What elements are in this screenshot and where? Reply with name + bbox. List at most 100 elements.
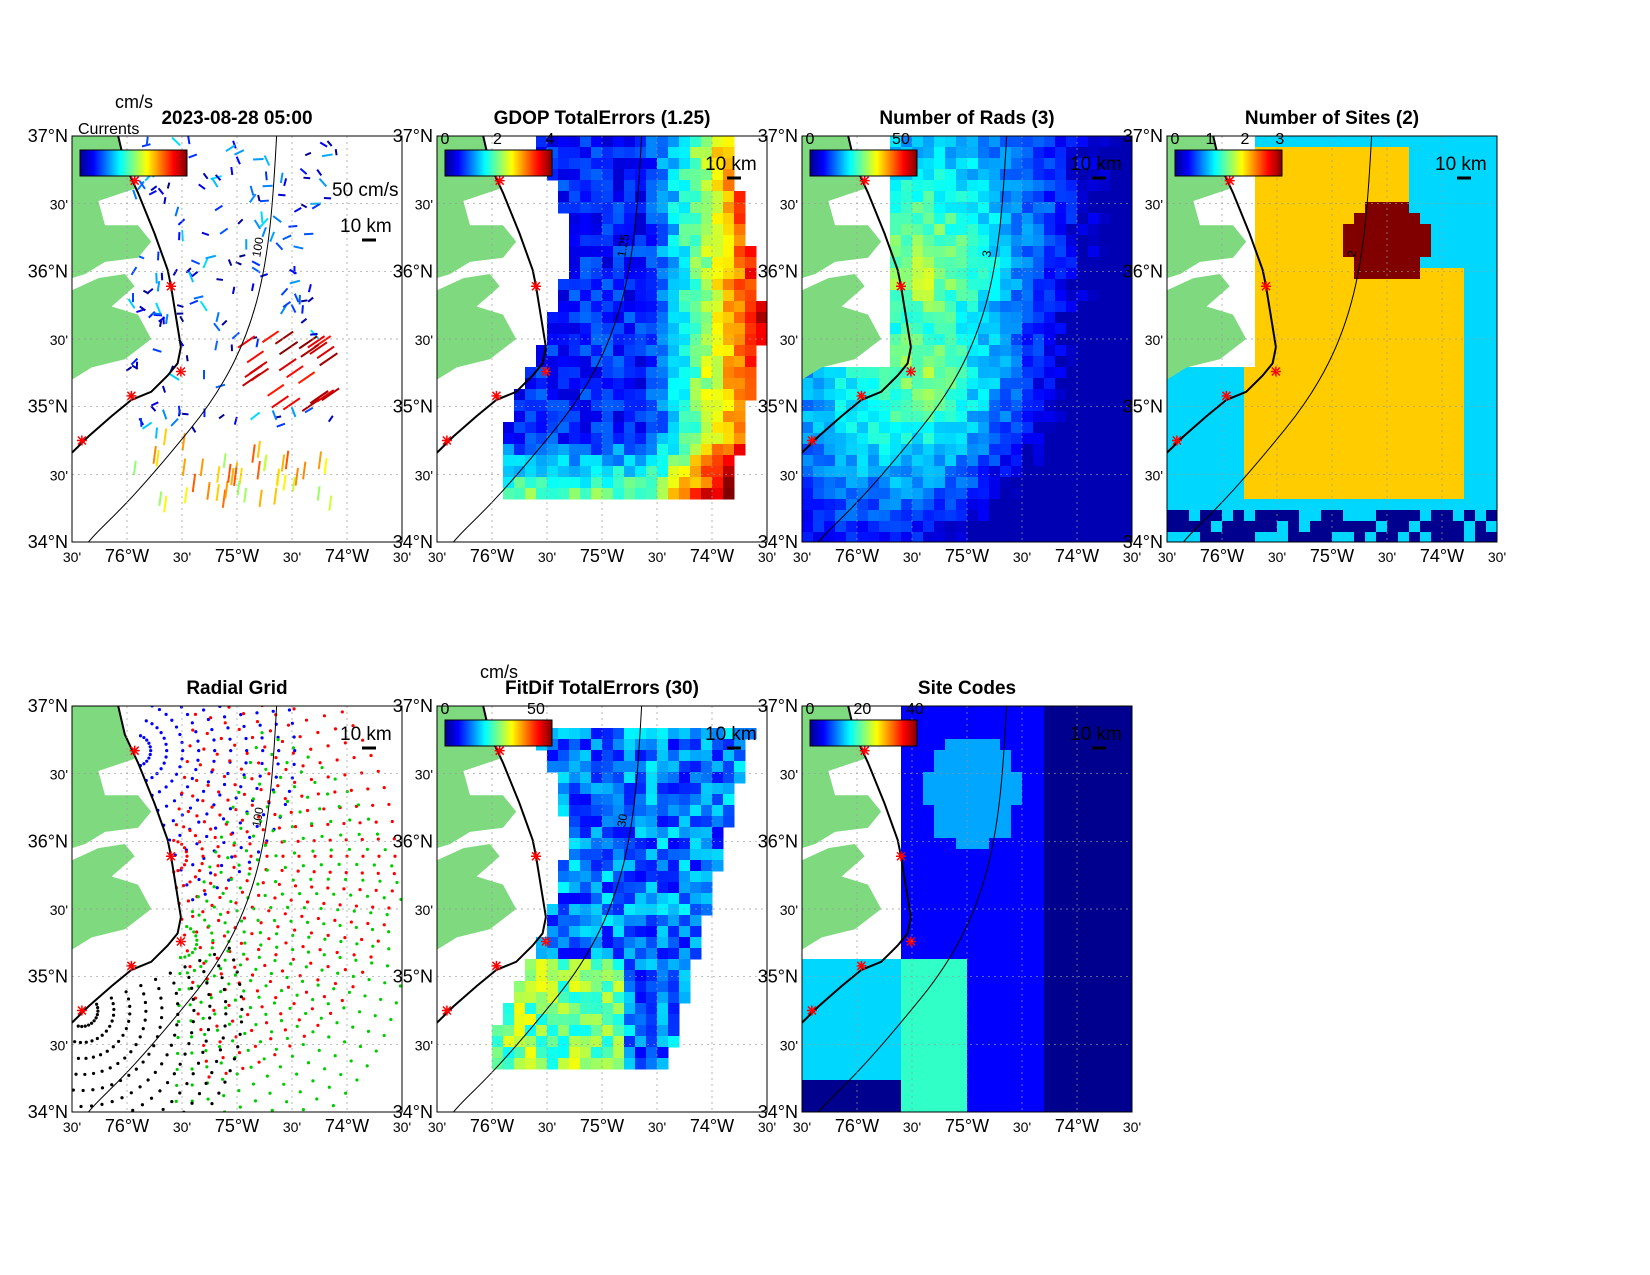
grid-cell xyxy=(1044,367,1056,379)
grid-cell xyxy=(835,389,847,401)
grid-cell xyxy=(1189,433,1201,445)
grid-cell xyxy=(978,180,990,192)
current-vector xyxy=(282,474,287,491)
radial-grid-point xyxy=(254,665,257,668)
grid-cell xyxy=(1099,433,1111,445)
grid-cell xyxy=(525,1036,537,1048)
grid-cell xyxy=(1088,191,1100,203)
lon-tick-label: 74°W xyxy=(1055,546,1099,566)
radial-grid-point xyxy=(134,1067,138,1071)
radial-grid-point xyxy=(302,906,306,910)
grid-cell xyxy=(602,400,614,412)
radial-grid-point xyxy=(239,826,243,830)
grid-cell xyxy=(1354,455,1366,467)
grid-cell xyxy=(923,290,935,302)
grid-cell xyxy=(1299,136,1311,148)
grid-cell xyxy=(569,158,581,170)
grid-cell xyxy=(1486,455,1497,467)
radial-grid-point xyxy=(206,1028,211,1032)
grid-cell xyxy=(1420,433,1432,445)
grid-cell xyxy=(1277,312,1289,324)
radial-grid-point xyxy=(323,937,327,941)
radial-grid-point xyxy=(280,868,284,873)
grid-cell xyxy=(1464,268,1476,280)
grid-cell xyxy=(1066,805,1078,817)
radial-grid-point xyxy=(232,958,236,962)
grid-cell xyxy=(890,191,902,203)
grid-cell xyxy=(602,378,614,390)
grid-cell xyxy=(989,805,1001,817)
grid-cell xyxy=(558,301,570,313)
grid-cell xyxy=(1431,521,1443,533)
radial-grid-point xyxy=(312,870,316,874)
grid-cell xyxy=(934,224,946,236)
panel-title: Number of Rads (3) xyxy=(879,108,1054,129)
grid-cell xyxy=(1321,235,1333,247)
grid-cell xyxy=(1066,444,1078,456)
grid-cell xyxy=(1055,356,1067,368)
grid-cell xyxy=(934,739,946,751)
grid-cell xyxy=(1288,444,1300,456)
grid-cell xyxy=(1055,882,1067,894)
lat-tick-label: 37°N xyxy=(393,696,433,716)
grid-cell xyxy=(1442,301,1454,313)
grid-cell xyxy=(934,235,946,247)
grid-cell xyxy=(1486,510,1497,522)
radial-grid-point xyxy=(207,1130,210,1133)
grid-cell xyxy=(1288,136,1300,148)
grid-cell xyxy=(1099,783,1111,795)
grid-cell xyxy=(1464,532,1476,542)
radial-grid-point xyxy=(185,883,189,887)
current-vector xyxy=(290,406,297,418)
radial-grid-point xyxy=(288,665,291,668)
grid-cell xyxy=(1420,224,1432,236)
grid-cell xyxy=(591,838,603,850)
grid-cell xyxy=(679,948,691,960)
grid-cell xyxy=(624,761,636,773)
grid-cell xyxy=(1088,202,1100,214)
radial-grid-point xyxy=(44,1165,47,1168)
radial-grid-point xyxy=(198,763,202,767)
grid-cell xyxy=(613,169,625,181)
grid-cell xyxy=(1099,389,1111,401)
radial-grid-point xyxy=(264,1012,268,1017)
grid-cell xyxy=(657,1058,669,1070)
grid-cell xyxy=(967,849,979,861)
grid-cell xyxy=(1200,389,1212,401)
radial-grid-point xyxy=(106,1167,109,1170)
radial-grid-point xyxy=(387,906,391,910)
grid-cell xyxy=(1486,466,1497,478)
grid-cell xyxy=(1431,180,1443,192)
radial-grid-point xyxy=(285,799,290,804)
grid-cell xyxy=(967,728,979,740)
grid-cell xyxy=(1277,510,1289,522)
radial-grid-point xyxy=(274,932,279,936)
grid-cell xyxy=(1453,323,1465,335)
grid-cell xyxy=(1365,444,1377,456)
grid-cell xyxy=(1088,367,1100,379)
grid-cell xyxy=(613,1058,625,1070)
grid-cell xyxy=(912,488,924,500)
grid-cell xyxy=(613,805,625,817)
radial-grid-point xyxy=(227,982,231,986)
grid-cell xyxy=(1244,510,1256,522)
grid-cell xyxy=(1121,521,1132,533)
grid-cell xyxy=(923,893,935,905)
radial-grid-point xyxy=(210,1102,214,1106)
radial-grid-point xyxy=(202,641,205,644)
grid-cell xyxy=(945,191,957,203)
grid-cell xyxy=(1011,455,1023,467)
grid-cell xyxy=(813,466,825,478)
grid-cell xyxy=(569,981,581,993)
grid-cell xyxy=(635,948,647,960)
radial-grid-point xyxy=(335,758,339,762)
grid-cell xyxy=(580,367,592,379)
grid-cell xyxy=(978,411,990,423)
grid-cell xyxy=(1077,444,1089,456)
grid-cell xyxy=(1011,761,1023,773)
grid-cell xyxy=(1022,334,1034,346)
grid-cell xyxy=(802,488,814,500)
colorbar xyxy=(79,149,188,177)
radial-grid-point xyxy=(264,1021,269,1025)
grid-cell xyxy=(1420,455,1432,467)
